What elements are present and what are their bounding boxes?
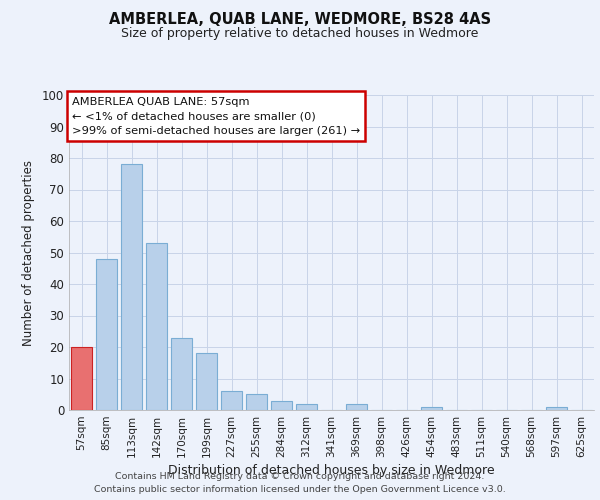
Bar <box>546 407 567 410</box>
Text: AMBERLEA, QUAB LANE, WEDMORE, BS28 4AS: AMBERLEA, QUAB LANE, WEDMORE, BS28 4AS <box>109 12 491 28</box>
Bar <box>96 259 117 410</box>
Bar <box>121 164 142 410</box>
Text: Size of property relative to detached houses in Wedmore: Size of property relative to detached ho… <box>121 28 479 40</box>
Text: Contains HM Land Registry data © Crown copyright and database right 2024.: Contains HM Land Registry data © Crown c… <box>115 472 485 481</box>
Y-axis label: Number of detached properties: Number of detached properties <box>22 160 35 346</box>
Bar <box>196 354 217 410</box>
Bar <box>346 404 367 410</box>
Bar <box>421 407 442 410</box>
Bar <box>221 391 242 410</box>
Bar <box>271 400 292 410</box>
Bar <box>71 347 92 410</box>
X-axis label: Distribution of detached houses by size in Wedmore: Distribution of detached houses by size … <box>168 464 495 477</box>
Bar <box>146 243 167 410</box>
Bar <box>171 338 192 410</box>
Bar <box>296 404 317 410</box>
Text: Contains public sector information licensed under the Open Government Licence v3: Contains public sector information licen… <box>94 485 506 494</box>
Text: AMBERLEA QUAB LANE: 57sqm
← <1% of detached houses are smaller (0)
>99% of semi-: AMBERLEA QUAB LANE: 57sqm ← <1% of detac… <box>71 96 360 136</box>
Bar <box>246 394 267 410</box>
